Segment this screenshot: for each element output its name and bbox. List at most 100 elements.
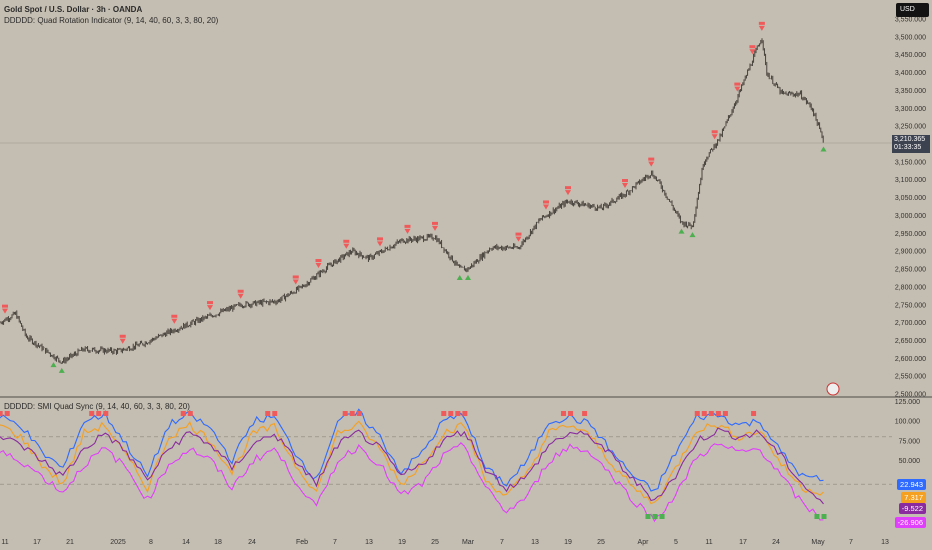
osc-axis-tick: 100.000 xyxy=(895,419,920,426)
bear-signal-marker xyxy=(377,237,383,241)
osc-overbought-marker xyxy=(349,411,355,416)
price-axis-tick: 2,800.000 xyxy=(895,284,926,291)
time-axis-tick: 5 xyxy=(674,539,678,546)
price-axis-tick: 3,550.000 xyxy=(895,17,926,24)
osc-overbought-marker xyxy=(448,411,454,416)
bear-signal-marker xyxy=(432,221,438,225)
bear-signal-triangle xyxy=(2,308,8,314)
price-axis-tick: 3,500.000 xyxy=(895,34,926,41)
price-axis-tick: 3,450.000 xyxy=(895,52,926,59)
symbol-title[interactable]: Gold Spot / U.S. Dollar · 3h · OANDA xyxy=(4,5,143,14)
osc-overbought-marker xyxy=(441,411,447,416)
time-axis-tick: 11 xyxy=(1,539,8,546)
price-axis-tick: 2,900.000 xyxy=(895,249,926,256)
time-axis-tick: 13 xyxy=(531,539,539,546)
osc-overbought-marker xyxy=(265,411,271,416)
time-axis-tick: Mar xyxy=(462,539,475,546)
bear-signal-marker xyxy=(749,45,756,49)
osc-overbought-marker xyxy=(272,411,278,416)
orange-last-value: 7.317 xyxy=(901,492,926,503)
time-axis-tick: 11 xyxy=(705,539,712,546)
bear-signal-triangle xyxy=(171,318,178,324)
osc-axis-tick: 75.000 xyxy=(899,438,921,445)
bull-signal-triangle xyxy=(456,275,463,281)
bear-signal-triangle xyxy=(515,236,522,242)
osc-overbought-marker xyxy=(694,411,700,416)
osc-series-line xyxy=(0,408,824,492)
osc-series-line xyxy=(0,427,824,505)
purple-last-value: -9.522 xyxy=(898,503,926,514)
osc-overbought-marker xyxy=(715,411,721,416)
time-axis-tick: 21 xyxy=(66,539,74,546)
bull-signal-triangle xyxy=(58,367,65,373)
bear-signal-triangle xyxy=(315,263,322,269)
bear-signal-triangle xyxy=(543,204,549,210)
currency-button[interactable]: USD xyxy=(896,3,929,17)
price-axis-tick: 2,500.000 xyxy=(895,392,926,399)
bull-signal-triangle xyxy=(820,146,827,152)
osc-series-line xyxy=(0,442,824,523)
bear-signal-marker xyxy=(711,130,718,134)
time-axis-tick: 17 xyxy=(739,539,747,546)
price-axis-tick: 3,400.000 xyxy=(895,70,926,77)
price-axis-tick: 2,700.000 xyxy=(895,320,926,327)
price-candles xyxy=(0,38,824,365)
bull-signal-triangle xyxy=(678,228,685,234)
events-flag-icon[interactable] xyxy=(826,382,840,396)
price-axis-tick: 2,850.000 xyxy=(895,267,926,274)
time-axis-tick: 19 xyxy=(564,539,572,546)
osc-overbought-marker xyxy=(701,411,707,416)
bear-signal-marker xyxy=(734,82,741,86)
bull-signal-triangle xyxy=(465,275,471,281)
bear-signal-marker xyxy=(622,179,628,183)
price-axis-tick: 3,350.000 xyxy=(895,88,926,95)
bear-signal-triangle xyxy=(648,161,655,167)
price-axis-tick: 2,600.000 xyxy=(895,356,926,363)
price-axis-tick: 2,650.000 xyxy=(895,338,926,345)
time-axis-tick: 18 xyxy=(214,539,222,546)
bear-signal-marker xyxy=(343,239,350,243)
osc-overbought-marker xyxy=(568,411,574,416)
bear-signal-marker xyxy=(565,186,571,190)
bear-signal-marker xyxy=(404,224,411,228)
osc-overbought-marker xyxy=(89,411,95,416)
price-axis-tick: 3,050.000 xyxy=(895,195,926,202)
bull-signal-triangle xyxy=(50,362,57,368)
osc-overbought-marker xyxy=(582,411,588,416)
bear-signal-triangle xyxy=(343,243,350,249)
osc-overbought-marker xyxy=(708,411,714,416)
bear-signal-marker xyxy=(171,314,178,318)
osc-overbought-marker xyxy=(356,411,362,416)
price-axis-tick: 2,750.000 xyxy=(895,302,926,309)
osc-series-line xyxy=(0,420,824,505)
bear-signal-marker xyxy=(315,259,322,263)
time-axis-tick: 7 xyxy=(849,539,853,546)
osc-axis-tick: 125.000 xyxy=(895,399,920,406)
bear-signal-triangle xyxy=(622,183,628,189)
osc-overbought-marker xyxy=(0,411,3,416)
osc-oversold-marker xyxy=(821,514,827,519)
time-axis-tick: 8 xyxy=(149,539,153,546)
time-axis-tick: 17 xyxy=(33,539,41,546)
bear-signal-marker xyxy=(2,304,8,308)
time-axis-tick: Feb xyxy=(296,539,308,546)
indicator-2-legend[interactable]: DDDDD: SMI Quad Sync (9, 14, 40, 60, 3, … xyxy=(4,402,190,411)
blue-last-value: 22.943 xyxy=(897,479,926,490)
bear-signal-marker xyxy=(515,232,522,236)
bear-signal-triangle xyxy=(432,225,438,231)
time-axis-tick: 13 xyxy=(365,539,373,546)
indicator-1-legend[interactable]: DDDDD: Quad Rotation Indicator (9, 14, 4… xyxy=(4,16,219,25)
price-axis-tick: 3,000.000 xyxy=(895,213,926,220)
bear-signal-marker xyxy=(119,334,126,338)
last-price-value: 3,210.365 xyxy=(894,136,926,143)
time-axis-tick: May xyxy=(811,539,825,546)
bear-signal-triangle xyxy=(734,86,741,92)
bear-signal-triangle xyxy=(119,338,126,344)
time-axis-tick: 2025 xyxy=(110,539,126,546)
bull-signal-triangle xyxy=(689,232,696,238)
osc-overbought-marker xyxy=(722,411,728,416)
osc-oversold-marker xyxy=(814,514,820,519)
time-axis-tick: 13 xyxy=(881,539,889,546)
last-price-badge: 3,210.365 01:33:35 xyxy=(892,135,930,153)
